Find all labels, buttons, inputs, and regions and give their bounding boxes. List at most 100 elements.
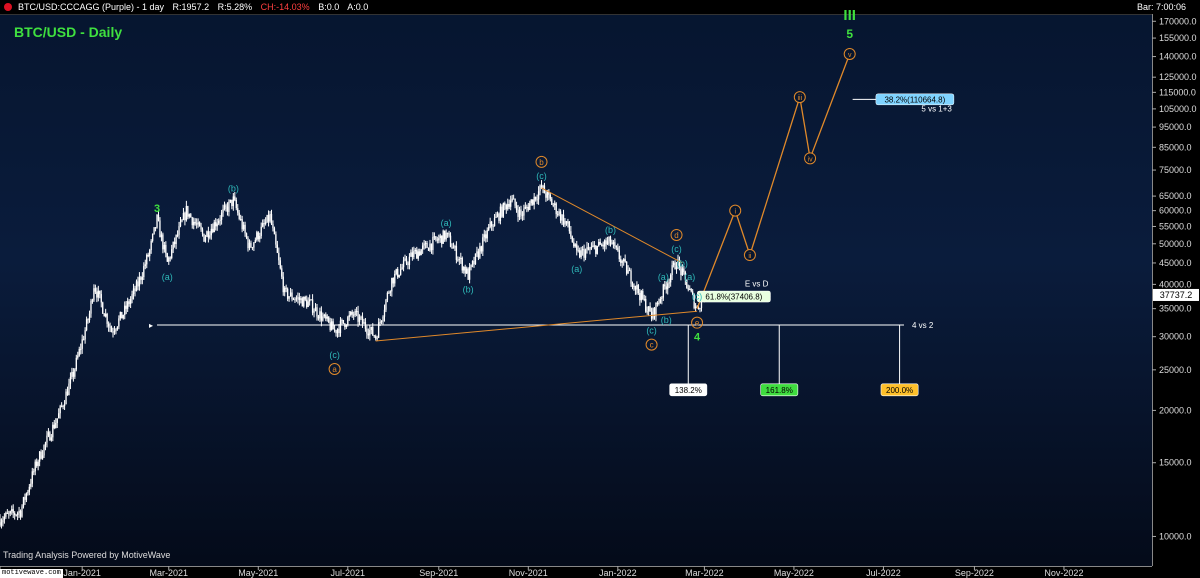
candle-body (140, 277, 142, 280)
change-value: CH:-14.03% (260, 2, 310, 12)
candle-body (571, 236, 573, 243)
motivewave-logo[interactable]: motivewave.com (0, 569, 63, 578)
candle-body (289, 292, 292, 297)
minor-wave-label: (a) (441, 218, 452, 228)
time-tick-label: Sep-2021 (419, 568, 458, 578)
candle-body (443, 230, 446, 240)
candle-body (80, 348, 82, 350)
candle-body (15, 514, 17, 516)
time-tick-label: Jul-2021 (331, 568, 366, 578)
price-tick-label: 65000.0 (1159, 191, 1192, 201)
projection-path (696, 53, 851, 309)
candle-body (562, 214, 565, 225)
candle-body (551, 198, 553, 205)
candle-body (0, 522, 3, 526)
projection-wave-circle (793, 91, 806, 104)
candle-body (573, 242, 575, 247)
candle-body (166, 253, 168, 262)
candle-body (278, 252, 280, 261)
candle-body (686, 279, 688, 289)
candle-body (423, 243, 425, 246)
candle-body (505, 204, 507, 210)
candle-body (251, 247, 254, 249)
candle-body (260, 226, 262, 237)
candle-body (435, 236, 437, 240)
candle-body (36, 461, 38, 466)
candle-body (3, 516, 6, 521)
candle-body (389, 291, 392, 293)
candle-body (370, 326, 372, 331)
candle-body (536, 199, 538, 201)
candle-body (127, 301, 129, 309)
candle-body (558, 211, 560, 215)
primary-wave-label: 5 (846, 27, 853, 41)
candle-body (351, 311, 353, 315)
candle-body (82, 339, 85, 341)
candle-body (206, 231, 208, 237)
candle-body (242, 224, 245, 230)
candle-body (191, 217, 193, 226)
candle-body (100, 294, 102, 303)
candle-body (372, 326, 374, 336)
fib-target-box (880, 383, 919, 397)
cycle-wave-label: III (843, 7, 856, 24)
candle-body (157, 214, 160, 221)
candle-body (294, 299, 296, 301)
minor-wave-label: (a) (162, 272, 173, 282)
candle-body (614, 242, 616, 246)
candle-body (269, 213, 271, 222)
candle-body (354, 311, 356, 316)
current-price-box (1153, 288, 1199, 301)
candle-body (60, 405, 63, 407)
candle-body (539, 185, 541, 192)
candle-body (119, 311, 121, 319)
candle-body (514, 198, 516, 206)
candle-body (295, 298, 298, 300)
candle-body (467, 268, 469, 280)
candle-body (353, 314, 355, 316)
candle-body (426, 242, 428, 248)
candle-body (93, 288, 95, 301)
candle-body (495, 216, 497, 219)
candle-body (687, 288, 689, 290)
candle-body (391, 277, 393, 292)
candle-body (570, 231, 572, 237)
candle-body (298, 297, 301, 300)
projection-wave-circle (743, 249, 756, 262)
candle-body (669, 275, 672, 283)
candle-body (307, 301, 309, 307)
candle-body (554, 203, 556, 206)
candle-body (24, 497, 26, 500)
candle-body (200, 226, 202, 230)
chart-header: BTC/USD:CCCAGG (Purple) - 1 day R:1957.2… (0, 0, 1200, 15)
price-axis: 10000.0 15000.0 20000.0 25000.0 30000.0 35000… (1152, 14, 1200, 578)
candle-body (411, 252, 414, 258)
candle-body (576, 244, 578, 251)
candle-body (320, 311, 323, 321)
time-axis-panel (0, 566, 1200, 578)
time-tick-label: Mar-2022 (685, 568, 724, 578)
candle-body (300, 298, 302, 300)
candle-body (159, 220, 161, 238)
candle-body (678, 259, 681, 266)
candle-body (413, 251, 415, 258)
candle-body (684, 272, 686, 280)
candle-body (193, 221, 195, 226)
candle-body (586, 247, 588, 251)
candle-body (225, 205, 227, 207)
instrument-label[interactable]: BTC/USD:CCCAGG (Purple) - 1 day (18, 2, 165, 12)
candle-body (169, 257, 171, 259)
time-axis: 2020Jan-2021Mar-2021May-2021Jul-2021Sep-… (0, 566, 1200, 578)
candle-body (165, 244, 167, 254)
minor-wave-label: (c) (671, 244, 682, 254)
candle-body (178, 226, 180, 235)
candle-body (281, 268, 283, 277)
minor-wave-label: (c) (536, 171, 547, 181)
candle-body (223, 205, 226, 210)
minor-wave-label: (c) (329, 350, 340, 360)
candle-body (62, 405, 64, 407)
candle-body (625, 261, 628, 274)
candle-body (693, 294, 695, 308)
candle-body (220, 212, 223, 220)
